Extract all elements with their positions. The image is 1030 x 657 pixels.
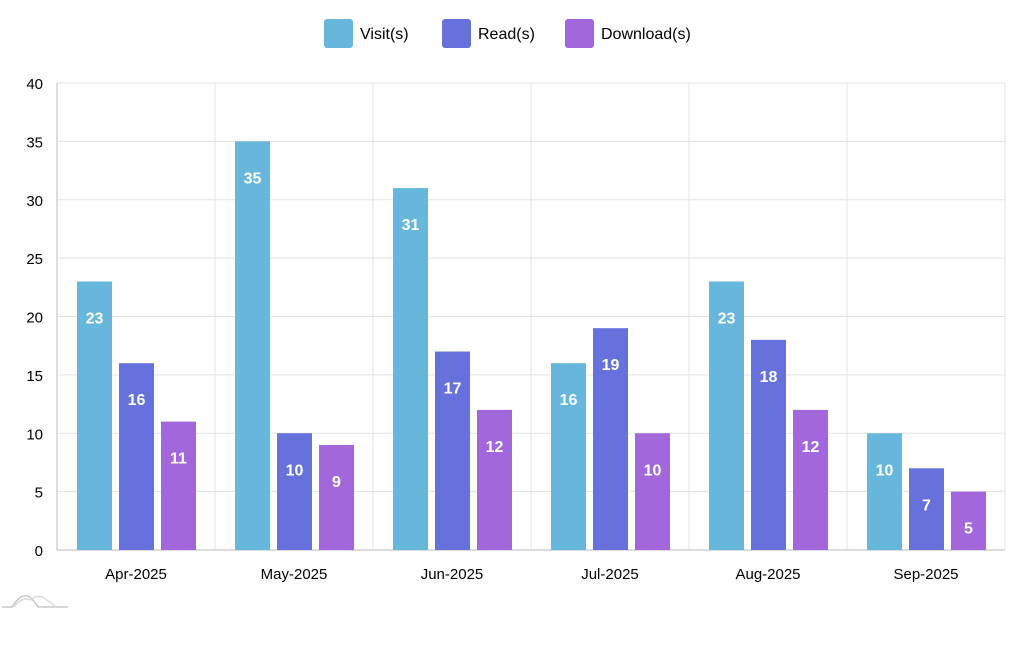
y-tick-label: 5	[35, 485, 43, 502]
bar-reads[interactable]	[435, 351, 470, 550]
bar-downloads[interactable]	[161, 421, 196, 550]
bar-downloads[interactable]	[319, 444, 354, 550]
legend-swatch[interactable]	[565, 19, 594, 48]
legend-swatch[interactable]	[442, 19, 471, 48]
data-label: 12	[802, 439, 820, 456]
data-label: 31	[402, 217, 420, 234]
bar-reads[interactable]	[277, 433, 312, 550]
data-label: 11	[170, 451, 187, 468]
data-label: 17	[444, 381, 462, 398]
y-tick-label: 10	[26, 426, 43, 443]
data-label: 16	[128, 392, 146, 409]
legend-label[interactable]: Download(s)	[601, 26, 691, 43]
data-label: 10	[644, 462, 662, 479]
data-label: 18	[760, 369, 778, 386]
data-label: 23	[718, 310, 736, 327]
bar-downloads[interactable]	[951, 491, 986, 550]
x-tick-label: Jul-2025	[581, 566, 639, 583]
bar-visits[interactable]	[77, 281, 112, 550]
legend-swatch[interactable]	[324, 19, 353, 48]
data-label: 16	[560, 392, 578, 409]
y-tick-label: 30	[26, 193, 43, 210]
bar-visits[interactable]	[551, 363, 586, 550]
bar-reads[interactable]	[119, 363, 154, 550]
y-tick-label: 15	[26, 368, 43, 385]
legend-label[interactable]: Read(s)	[478, 26, 535, 43]
bar-reads[interactable]	[909, 468, 944, 550]
x-tick-label: Apr-2025	[105, 566, 167, 583]
x-tick-label: Jun-2025	[421, 566, 484, 583]
x-tick-label: Aug-2025	[735, 566, 800, 583]
bar-visits[interactable]	[867, 433, 902, 550]
amcharts-logo-icon[interactable]	[2, 594, 68, 608]
y-tick-label: 25	[26, 251, 43, 268]
data-label: 12	[486, 439, 504, 456]
y-tick-label: 40	[26, 76, 43, 93]
data-label: 23	[86, 310, 104, 327]
y-tick-label: 35	[26, 134, 43, 151]
x-tick-label: May-2025	[261, 566, 328, 583]
legend-label[interactable]: Visit(s)	[360, 26, 409, 43]
y-tick-label: 20	[26, 310, 43, 327]
bar-visits[interactable]	[709, 281, 744, 550]
data-label: 7	[922, 497, 931, 514]
bar-reads[interactable]	[593, 328, 628, 550]
data-label: 10	[286, 462, 304, 479]
bar-reads[interactable]	[751, 339, 786, 550]
data-label: 19	[602, 357, 620, 374]
data-label: 5	[964, 521, 973, 538]
bar-visits[interactable]	[393, 188, 428, 550]
bar-downloads[interactable]	[477, 409, 512, 550]
bar-downloads[interactable]	[635, 433, 670, 550]
data-label: 35	[244, 170, 262, 187]
bar-visits[interactable]	[235, 141, 270, 550]
x-tick-label: Sep-2025	[893, 566, 958, 583]
amcharts-logo-icon-detail	[13, 595, 57, 608]
data-label: 9	[332, 474, 341, 491]
y-tick-label: 0	[35, 543, 43, 560]
bar-downloads[interactable]	[793, 409, 828, 550]
data-label: 10	[876, 462, 894, 479]
